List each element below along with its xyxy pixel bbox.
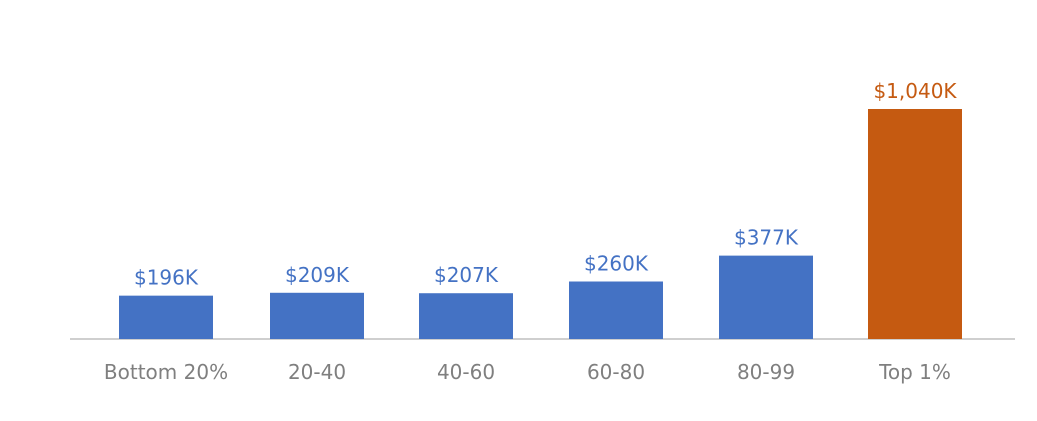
bar-4 [719, 255, 813, 339]
x-tick-labels-group: Bottom 20% 20-40 40-60 60-80 80-99 Top 1% [104, 360, 951, 384]
bar-0 [119, 295, 213, 339]
x-tick-label-1: 20-40 [288, 360, 346, 384]
bars-group [119, 109, 962, 339]
data-label-5: $1,040K [873, 79, 957, 103]
x-tick-label-5: Top 1% [878, 360, 951, 384]
x-tick-label-3: 60-80 [587, 360, 645, 384]
data-label-3: $260K [584, 252, 649, 276]
data-label-0: $196K [134, 266, 199, 290]
data-labels-group: $196K $209K $207K $260K $377K $1,040K [134, 79, 957, 290]
data-label-4: $377K [734, 226, 799, 250]
x-tick-label-0: Bottom 20% [104, 360, 228, 384]
bar-1 [270, 292, 364, 339]
bar-2 [419, 293, 513, 339]
x-tick-label-2: 40-60 [437, 360, 495, 384]
data-label-1: $209K [285, 263, 350, 287]
x-tick-label-4: 80-99 [737, 360, 795, 384]
bar-5 [868, 109, 962, 339]
bar-3 [569, 281, 663, 339]
data-label-2: $207K [434, 263, 499, 287]
